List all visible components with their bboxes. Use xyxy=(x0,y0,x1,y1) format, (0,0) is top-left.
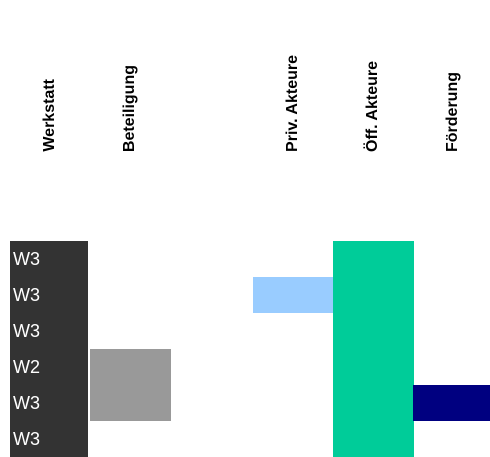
block-beteiligung xyxy=(90,385,171,421)
block-oeff-akteure xyxy=(333,241,414,277)
block-oeff-akteure xyxy=(333,385,414,421)
block-oeff-akteure xyxy=(333,277,414,313)
column-header-label: Werkstatt xyxy=(41,79,58,152)
block-oeff-akteure xyxy=(333,349,414,385)
block-priv-akteure xyxy=(253,277,333,313)
column-header-werkstatt: Werkstatt xyxy=(10,0,90,152)
block-beteiligung xyxy=(90,349,171,385)
column-header-priv-akteure: Priv. Akteure xyxy=(253,0,333,152)
werkstatt-cell: W2 xyxy=(10,349,88,385)
werkstatt-cell: W3 xyxy=(10,241,88,277)
werkstatt-cell: W3 xyxy=(10,277,88,313)
column-header-label: Förderung xyxy=(444,72,461,152)
column-header-beteiligung: Beteiligung xyxy=(90,0,170,152)
block-oeff-akteure xyxy=(333,421,414,457)
column-header-label: Priv. Akteure xyxy=(284,55,301,152)
block-foerderung xyxy=(413,385,490,421)
werkstatt-cell: W3 xyxy=(10,421,88,457)
block-oeff-akteure xyxy=(333,313,414,349)
column-header-label: Beteiligung xyxy=(121,64,138,152)
werkstatt-cell: W3 xyxy=(10,385,88,421)
werkstatt-cell: W3 xyxy=(10,313,88,349)
column-header-label: Öff. Akteure xyxy=(364,61,381,152)
column-header-oeff-akteure: Öff. Akteure xyxy=(333,0,413,152)
column-header-foerderung: Förderung xyxy=(413,0,490,152)
